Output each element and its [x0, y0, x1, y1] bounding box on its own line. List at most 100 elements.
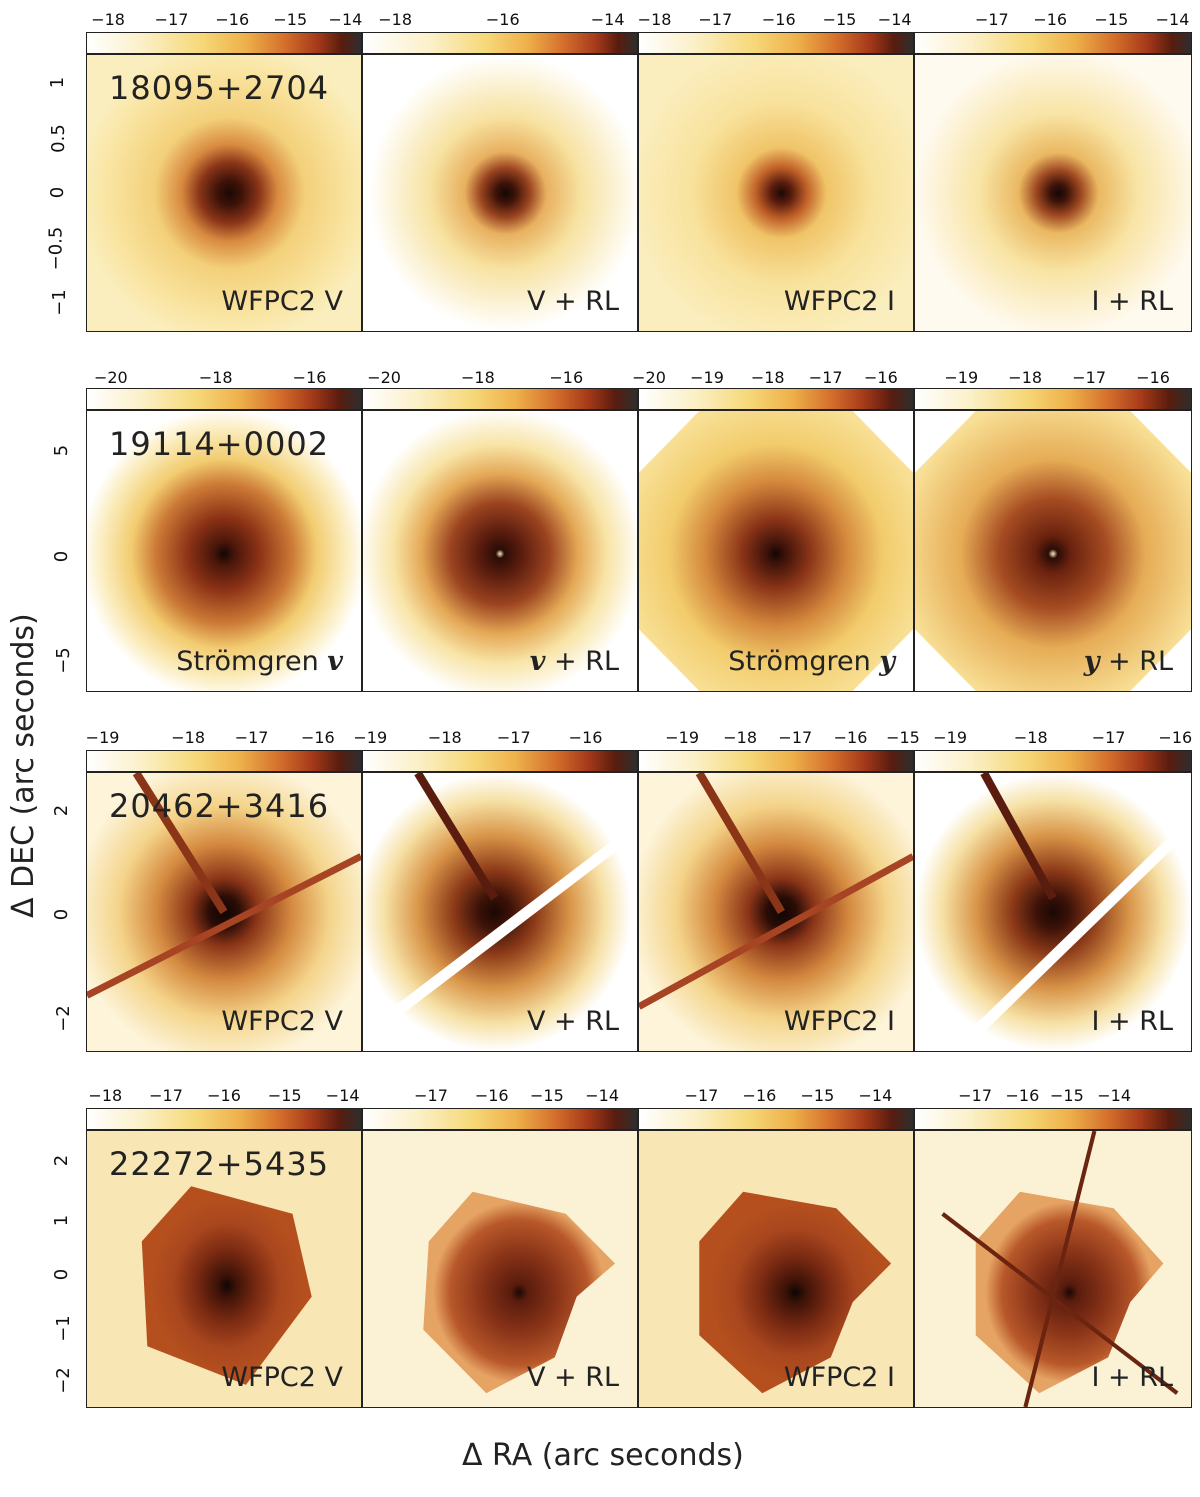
colorbar-tick: −17	[778, 728, 813, 747]
y-tick-label: −1	[48, 289, 70, 316]
colorbar-tick: −16	[1158, 728, 1193, 747]
image-panel: WFPC2 I	[638, 772, 914, 1052]
colorbar-tick: −14	[325, 1086, 360, 1105]
colorbar-tick: −15	[822, 10, 857, 29]
colorbar-tick: −16	[761, 10, 796, 29]
object-label: 18095+2704	[109, 69, 330, 107]
filter-label: V + RL	[526, 1006, 619, 1037]
colorbar-tick: −16	[568, 728, 603, 747]
colorbar	[362, 1108, 638, 1130]
colorbar	[86, 388, 362, 410]
colorbar-tick: −16	[300, 728, 335, 747]
image-panel: I + RL	[914, 772, 1192, 1052]
filter-label: I + RL	[1091, 1362, 1173, 1393]
image-panel: WFPC2 I	[638, 1130, 914, 1408]
y-tick-label: −2	[52, 1367, 74, 1394]
colorbar-tick: −16	[1136, 368, 1170, 387]
colorbar-tick: −14	[858, 1086, 893, 1105]
colorbar-ticks: −17 −16 −15 −14	[914, 1080, 1192, 1106]
colorbar-tick: −18	[427, 728, 462, 747]
colorbar-tick: −17	[808, 368, 843, 387]
colorbar	[86, 750, 362, 772]
colorbar-tick: −18	[88, 1086, 123, 1105]
filter-label: WFPC2 V	[221, 1362, 343, 1393]
colorbar	[914, 388, 1192, 410]
image-panel: y + RL	[914, 410, 1192, 692]
colorbar	[362, 32, 638, 54]
colorbar-tick: −17	[234, 728, 269, 747]
colorbar-tick: −16	[292, 368, 327, 387]
colorbar	[362, 388, 638, 410]
y-tick-label: 0	[51, 908, 73, 921]
colorbar-ticks: −19 −18 −17 −16	[353, 722, 638, 748]
y-tick-label: −1	[52, 1315, 74, 1342]
colorbar-tick: −15	[800, 1086, 835, 1105]
colorbar-ticks: −19 −18 −17 −16	[914, 722, 1192, 748]
colorbar-tick: −17	[149, 1086, 183, 1105]
y-tick-label: 1	[51, 1214, 73, 1227]
colorbar-tick: −18	[723, 728, 757, 747]
colorbar	[638, 388, 914, 410]
colorbar-tick: −19	[665, 728, 700, 747]
colorbar-tick: −17	[974, 10, 1009, 29]
colorbar-ticks: −20 −18 −16	[362, 362, 638, 388]
colorbar-tick: −15	[1094, 10, 1129, 29]
y-tick-label: 1	[47, 76, 69, 89]
colorbar-tick: −19	[933, 728, 968, 747]
colorbar-tick: −20	[93, 368, 128, 387]
colorbar	[638, 1108, 914, 1130]
y-tick-label: 0	[51, 1268, 73, 1281]
colorbar-tick: −16	[742, 1086, 777, 1105]
colorbar	[638, 32, 914, 54]
colorbar-ticks: −18 −17 −16 −15 −14	[638, 4, 914, 30]
y-tick-label: 0.5	[47, 124, 69, 153]
colorbar-tick: −18	[198, 368, 233, 387]
colorbar-tick: −15	[886, 728, 920, 747]
colorbar-ticks: −17 −16 −15 −14	[362, 1080, 638, 1106]
y-tick-label: 0	[47, 186, 69, 199]
image-panel: V + RL	[362, 1130, 638, 1408]
colorbar-tick: −19	[353, 728, 388, 747]
colorbar-tick: −18	[637, 10, 672, 29]
colorbar-tick: −16	[833, 728, 868, 747]
filter-label: WFPC2 V	[221, 1006, 343, 1037]
colorbar-tick: −16	[215, 10, 250, 29]
object-label: 20462+3416	[109, 787, 330, 825]
image-panel: 20462+3416 WFPC2 V	[86, 772, 362, 1052]
image-panel: 18095+2704 WFPC2 V	[86, 54, 362, 332]
colorbar-tick: −15	[273, 10, 308, 29]
y-tick-label: 2	[51, 1154, 73, 1167]
filter-label: Strömgren v	[176, 646, 343, 677]
object-label: 22272+5435	[109, 1145, 330, 1183]
colorbar-tick: −15	[1050, 1086, 1084, 1105]
colorbar-tick: −17	[414, 1086, 448, 1105]
y-tick-label: −2	[52, 1005, 74, 1032]
image-panel: WFPC2 I	[638, 54, 914, 332]
colorbar-tick: −16	[1005, 1086, 1040, 1105]
colorbar-tick: −14	[590, 10, 625, 29]
colorbar-ticks: −18 −17 −16 −15 −14	[86, 1080, 362, 1106]
filter-label: WFPC2 I	[783, 286, 895, 317]
colorbar-tick: −19	[690, 368, 724, 387]
colorbar-tick: −14	[585, 1086, 619, 1105]
image-panel: 22272+5435 WFPC2 V	[86, 1130, 362, 1408]
image-panel: V + RL	[362, 772, 638, 1052]
colorbar-tick: −17	[1072, 368, 1107, 387]
y-tick-label: −5	[52, 647, 74, 674]
colorbar-ticks: −19 −18 −17 −16	[86, 722, 362, 748]
colorbar-tick: −17	[1091, 728, 1126, 747]
image-panel: V + RL	[362, 54, 638, 332]
colorbar-ticks: −17 −16 −15 −14	[638, 1080, 914, 1106]
colorbar-tick: −20	[367, 368, 401, 387]
colorbar	[914, 32, 1192, 54]
colorbar-tick: −18	[171, 728, 205, 747]
y-axis-label: Δ DEC (arc seconds)	[6, 613, 41, 918]
y-tick-label: −0.5	[45, 226, 67, 271]
x-axis-label: Δ RA (arc seconds)	[462, 1438, 744, 1473]
image-panel: I + RL	[914, 1130, 1192, 1408]
colorbar-tick: −17	[684, 1086, 719, 1105]
colorbar-ticks: −19 −18 −17 −16	[914, 362, 1192, 388]
image-panel: I + RL	[914, 54, 1192, 332]
colorbar-ticks: −20 −19 −18 −17 −16	[632, 362, 914, 388]
